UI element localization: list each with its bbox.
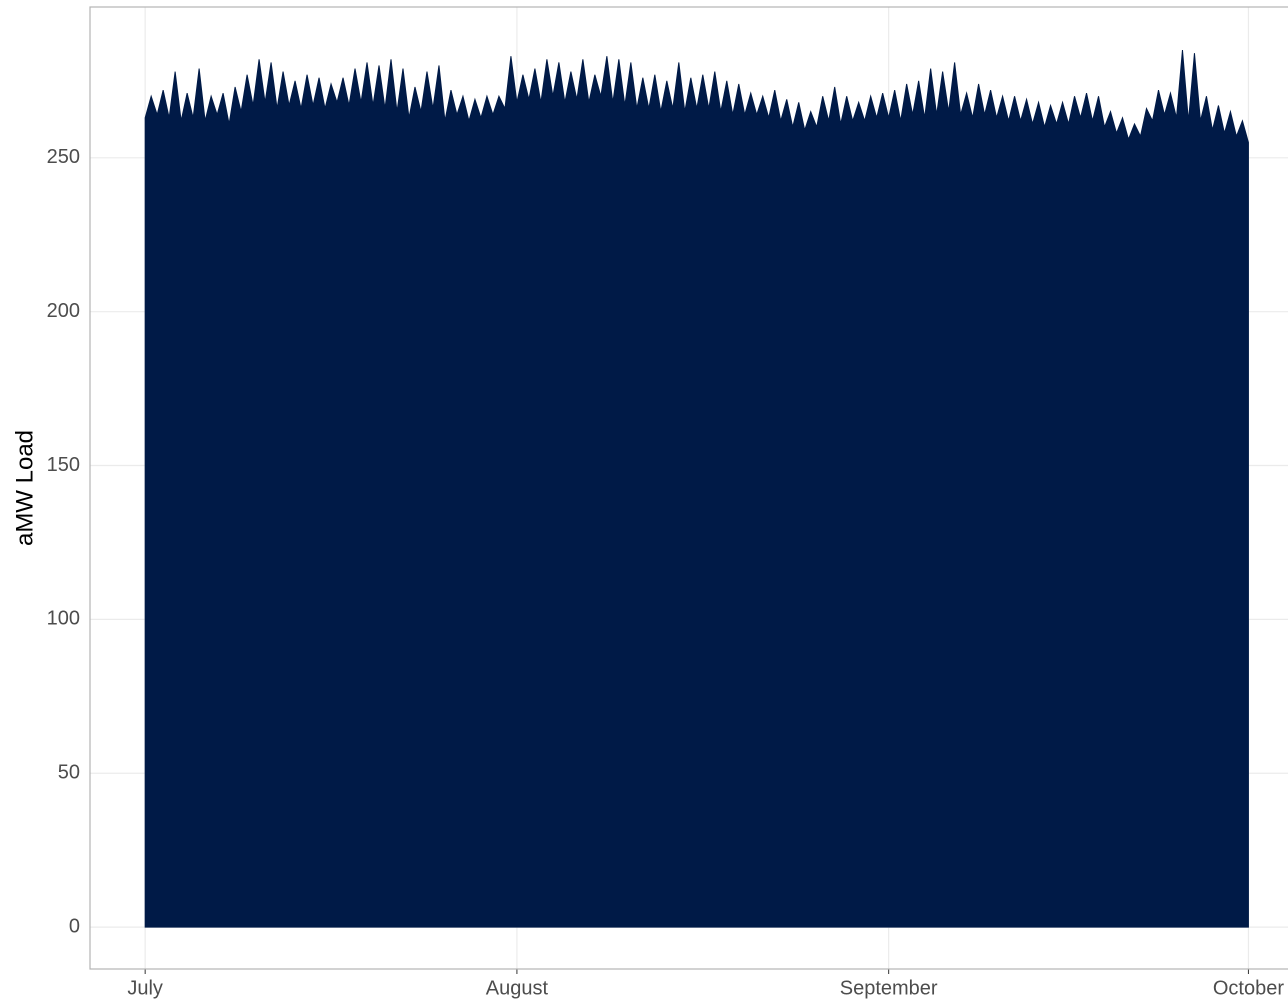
y-tick-label: 0 [69,915,80,937]
x-tick-label: October [1213,977,1284,999]
y-tick-label: 150 [47,454,80,476]
y-axis-label: aMW Load [11,430,38,546]
y-tick-label: 100 [47,608,80,630]
x-tick-label: September [840,977,938,999]
x-tick-label: August [486,977,549,999]
panel-border [89,6,1288,970]
area [144,50,1249,928]
y-tick-label: 200 [47,300,80,322]
x-tick-label: July [127,977,163,999]
y-tick-label: 250 [47,146,80,168]
y-tick-label: 50 [58,762,80,784]
